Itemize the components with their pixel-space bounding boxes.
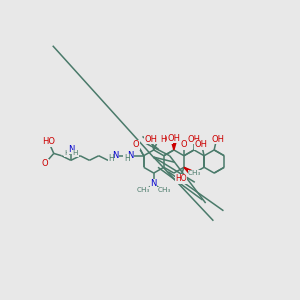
- Text: O: O: [42, 159, 49, 168]
- Text: N: N: [112, 151, 118, 160]
- Text: O: O: [181, 140, 187, 149]
- Text: N: N: [151, 179, 157, 188]
- Text: HO: HO: [42, 137, 55, 146]
- Text: HO: HO: [175, 174, 187, 183]
- Text: N: N: [127, 151, 134, 160]
- Text: OH: OH: [212, 135, 224, 144]
- Text: H: H: [64, 150, 70, 156]
- Text: O: O: [133, 140, 139, 149]
- Text: OH: OH: [194, 140, 208, 149]
- Text: CH₃: CH₃: [188, 170, 202, 176]
- Polygon shape: [184, 167, 191, 173]
- Text: CH₃: CH₃: [157, 187, 170, 193]
- Text: CH₃: CH₃: [137, 187, 150, 193]
- Text: HO: HO: [161, 135, 172, 144]
- Text: H: H: [108, 154, 114, 163]
- Text: N: N: [68, 145, 74, 154]
- Text: H: H: [73, 150, 78, 156]
- Polygon shape: [172, 143, 176, 150]
- Text: OH: OH: [188, 135, 200, 144]
- Text: OH: OH: [144, 135, 157, 144]
- Text: H: H: [124, 154, 130, 163]
- Text: OH: OH: [167, 134, 180, 143]
